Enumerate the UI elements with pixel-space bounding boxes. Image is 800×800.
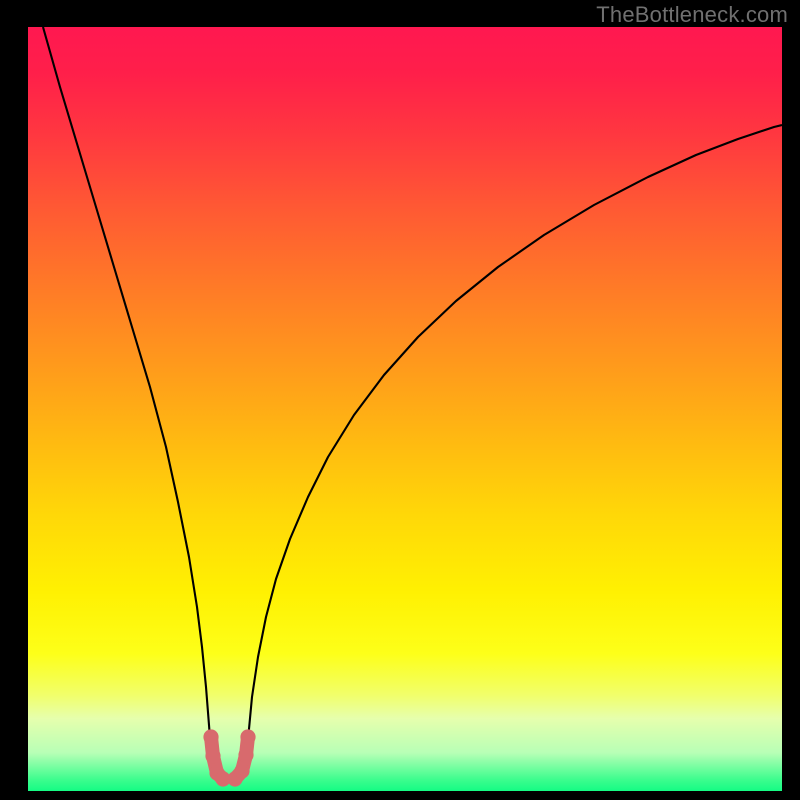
- bottleneck-chart: [28, 27, 782, 791]
- trough-dot: [205, 748, 220, 763]
- trough-dot: [238, 747, 253, 762]
- trough-dot: [234, 763, 249, 778]
- trough-dot: [240, 729, 255, 744]
- chart-svg: [28, 27, 782, 791]
- bottleneck-curve: [43, 27, 782, 778]
- trough-dot: [203, 729, 218, 744]
- watermark-text: TheBottleneck.com: [596, 2, 788, 28]
